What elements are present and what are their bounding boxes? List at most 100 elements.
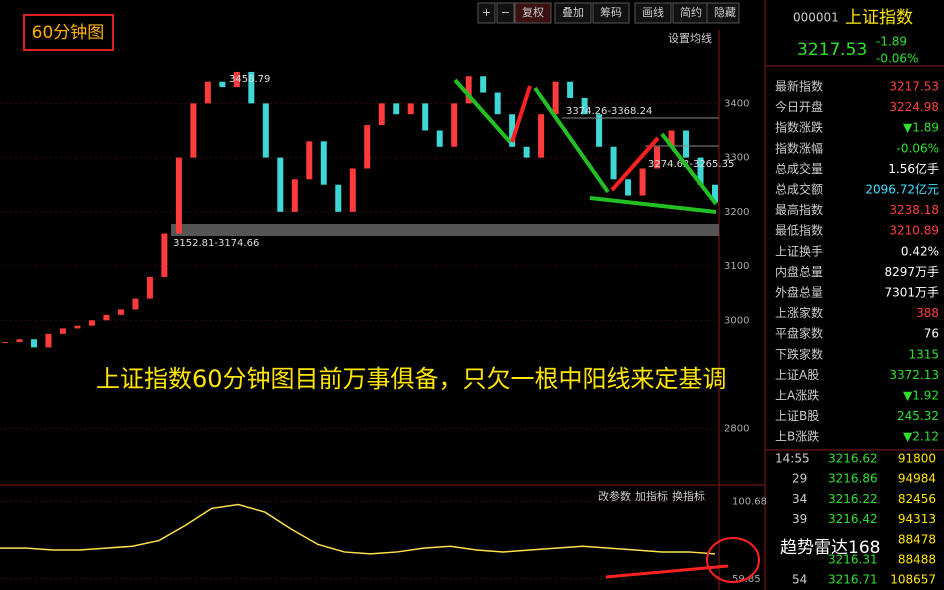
candle bbox=[596, 114, 603, 147]
row-label: 最低指数 bbox=[775, 223, 823, 238]
row-label: 总成交量 bbox=[775, 161, 823, 176]
row-value: 76 bbox=[924, 327, 939, 341]
tick-volume: 94313 bbox=[898, 512, 936, 526]
candle bbox=[132, 298, 139, 310]
indicator-button[interactable]: 加指标 bbox=[635, 489, 668, 503]
candle bbox=[625, 179, 632, 196]
row-value: 3210.89 bbox=[889, 224, 939, 238]
candle bbox=[465, 76, 472, 104]
toolbar-button[interactable] bbox=[477, 2, 496, 24]
candle bbox=[610, 146, 617, 180]
toolbar-button[interactable] bbox=[592, 2, 630, 24]
tick-price: 3216.42 bbox=[828, 512, 878, 526]
y-tick-label: 3300 bbox=[724, 153, 749, 164]
candle bbox=[712, 184, 718, 203]
row-label: 指数涨幅 bbox=[775, 140, 823, 155]
toolbar-label[interactable]: 叠加 bbox=[562, 6, 584, 19]
candle bbox=[523, 146, 530, 158]
annotation: 3152.81-3174.66 bbox=[173, 238, 259, 249]
row-label: 指数涨跌 bbox=[775, 120, 823, 135]
row-label: 最新指数 bbox=[775, 79, 823, 94]
row-value: 3224.98 bbox=[889, 100, 939, 114]
candle bbox=[451, 103, 458, 147]
change-pct: -0.06% bbox=[876, 52, 918, 66]
name: 上证指数 bbox=[845, 8, 913, 28]
row-value: 245.32 bbox=[897, 409, 939, 423]
row-value: 8297万手 bbox=[884, 265, 939, 279]
candle bbox=[320, 141, 327, 185]
candle bbox=[291, 179, 298, 212]
toolbar-label[interactable]: − bbox=[501, 6, 510, 19]
row-label: 上A涨跌 bbox=[775, 388, 819, 403]
candle bbox=[277, 157, 284, 212]
row-label: 上证B股 bbox=[775, 409, 819, 423]
toolbar-label[interactable]: + bbox=[482, 6, 491, 19]
toolbar-label[interactable]: 复权 bbox=[522, 5, 544, 19]
row-value: -0.06% bbox=[897, 141, 939, 155]
row-value: 0.42% bbox=[901, 244, 939, 258]
toolbar-button[interactable] bbox=[496, 2, 515, 24]
row-value: 1315 bbox=[908, 347, 939, 361]
candle bbox=[378, 103, 385, 126]
tick-price: 3216.22 bbox=[828, 492, 878, 506]
annotation: 3274.62-3265.35 bbox=[648, 159, 734, 170]
candle bbox=[2, 341, 8, 343]
label-box bbox=[23, 14, 114, 51]
tick-volume: 94984 bbox=[898, 472, 936, 486]
candle bbox=[190, 103, 197, 158]
candle bbox=[480, 76, 487, 93]
tick-time: 29 bbox=[792, 472, 807, 486]
candle bbox=[567, 81, 574, 98]
candle bbox=[262, 103, 269, 158]
annotation: 3458.79 bbox=[229, 74, 270, 85]
toolbar-label[interactable]: 简约 bbox=[680, 5, 702, 19]
toolbar-label[interactable]: 隐藏 bbox=[714, 6, 736, 19]
candle bbox=[393, 103, 400, 115]
row-value: ▼1.89 bbox=[903, 121, 939, 135]
dif-line bbox=[0, 503, 716, 555]
toolbar-button[interactable] bbox=[706, 2, 740, 24]
y-tick-label: 3400 bbox=[724, 98, 749, 109]
toolbar-button[interactable] bbox=[554, 2, 592, 24]
row-value: 3372.13 bbox=[889, 368, 939, 382]
chart-label: 60分钟图 bbox=[32, 23, 105, 43]
price: 3217.53 bbox=[797, 40, 867, 60]
toolbar-label[interactable]: 筹码 bbox=[600, 5, 622, 19]
watermark: 趋势雷达168 bbox=[780, 538, 880, 558]
candle bbox=[16, 339, 23, 342]
row-label: 上证换手 bbox=[775, 244, 823, 258]
row-value: 388 bbox=[916, 306, 939, 320]
tick-price: 3216.62 bbox=[828, 452, 878, 466]
row-label: 总成交额 bbox=[775, 182, 823, 197]
row-label: 外盘总量 bbox=[775, 285, 823, 300]
candle bbox=[248, 71, 255, 104]
row-label: 平盘家数 bbox=[775, 326, 823, 341]
row-label: 下跌家数 bbox=[775, 346, 823, 361]
ma-setting[interactable]: 设置均线 bbox=[668, 31, 712, 45]
candle bbox=[117, 309, 124, 315]
candle bbox=[494, 92, 501, 115]
tick-volume: 108657 bbox=[890, 573, 936, 587]
candle bbox=[654, 146, 661, 169]
candle bbox=[422, 103, 429, 131]
indicator-button[interactable]: 换指标 bbox=[672, 489, 705, 503]
candle bbox=[88, 320, 95, 326]
toolbar-label[interactable]: 画线 bbox=[642, 5, 664, 19]
row-label: 内盘总量 bbox=[775, 264, 823, 279]
y-tick-label: 100.68 bbox=[732, 496, 767, 507]
toolbar-button[interactable] bbox=[514, 2, 552, 24]
y-tick-label: 3000 bbox=[724, 315, 749, 326]
row-value: 2096.72亿元 bbox=[865, 182, 939, 197]
candle bbox=[364, 125, 371, 169]
tick-volume: 88488 bbox=[898, 553, 936, 567]
tick-time: 39 bbox=[792, 512, 807, 526]
code: 000001 bbox=[793, 11, 839, 25]
tick-price: 3216.71 bbox=[828, 573, 878, 587]
indicator-button[interactable]: 改参数 bbox=[598, 489, 631, 503]
candle bbox=[509, 114, 516, 147]
toolbar-button[interactable] bbox=[634, 2, 672, 24]
row-value: ▼2.12 bbox=[903, 430, 939, 444]
tick-volume: 82456 bbox=[898, 492, 936, 506]
row-label: 今日开盘 bbox=[775, 99, 823, 114]
